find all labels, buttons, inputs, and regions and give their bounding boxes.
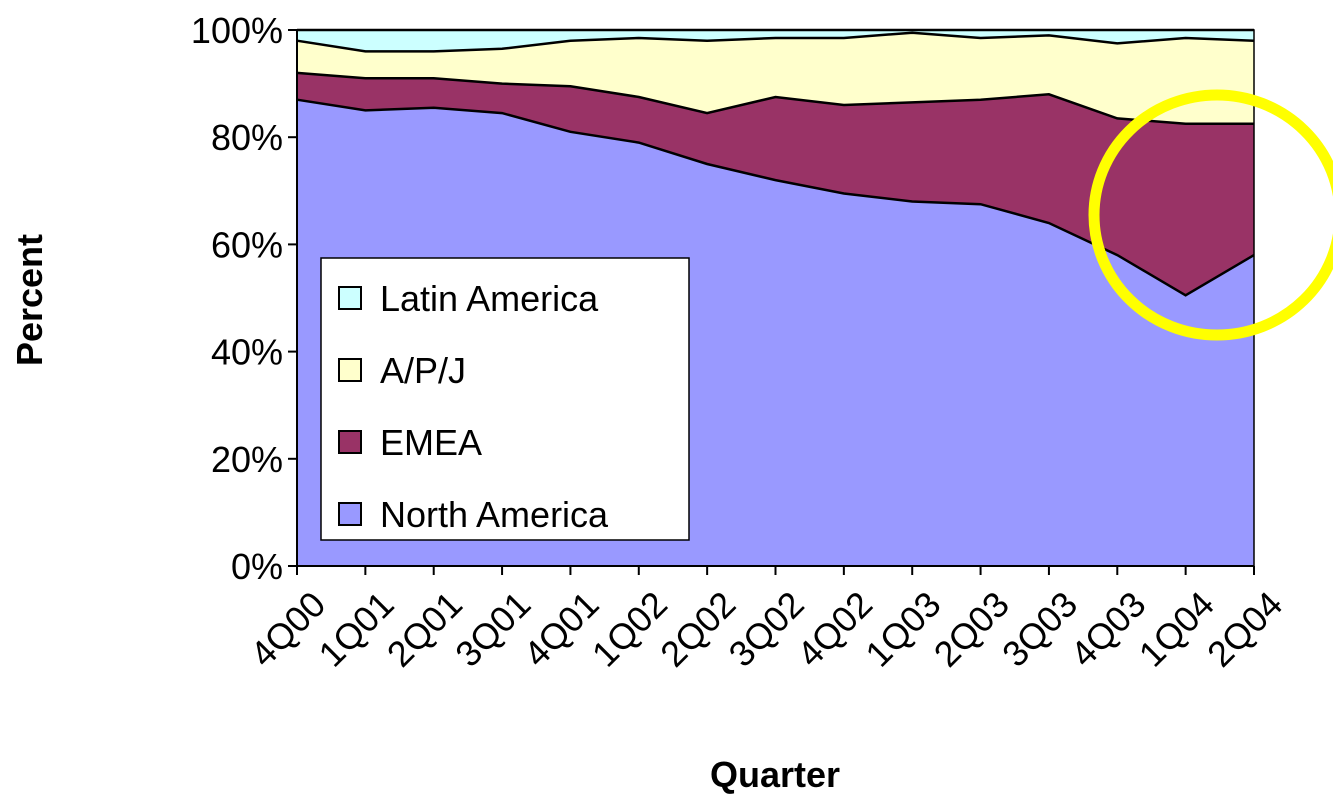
x-tick-label: 3Q02 xyxy=(721,583,812,674)
x-tick-label: 3Q03 xyxy=(994,583,1085,674)
legend-label-a-p-j: A/P/J xyxy=(380,350,466,391)
x-tick-label: 1Q01 xyxy=(310,583,401,674)
legend-label-emea: EMEA xyxy=(380,422,482,463)
x-tick-label: 2Q02 xyxy=(652,583,743,674)
x-axis: 4Q001Q012Q013Q014Q011Q022Q023Q024Q021Q03… xyxy=(242,566,1290,675)
legend-swatch-latin-america xyxy=(339,287,361,309)
legend-swatch-north-america xyxy=(339,503,361,525)
legend-swatch-emea xyxy=(339,431,361,453)
x-tick-label: 1Q02 xyxy=(584,583,675,674)
x-tick-label: 3Q01 xyxy=(447,583,538,674)
y-tick-label: 100% xyxy=(191,10,283,51)
legend: Latin America A/P/J EMEA North America xyxy=(321,258,689,540)
x-axis-title: Quarter xyxy=(710,754,840,795)
x-tick-label: 4Q00 xyxy=(242,583,333,674)
x-tick-label: 2Q04 xyxy=(1199,583,1290,674)
x-tick-label: 4Q03 xyxy=(1062,583,1153,674)
y-tick-label: 20% xyxy=(211,439,283,480)
x-tick-label: 2Q03 xyxy=(926,583,1017,674)
legend-label-north-america: North America xyxy=(380,494,609,535)
legend-swatch-a-p-j xyxy=(339,359,361,381)
x-tick-label: 4Q02 xyxy=(789,583,880,674)
y-tick-label: 60% xyxy=(211,224,283,265)
y-tick-label: 0% xyxy=(231,546,283,587)
x-tick-label: 2Q01 xyxy=(379,583,470,674)
x-tick-label: 4Q01 xyxy=(515,583,606,674)
y-tick-label: 40% xyxy=(211,332,283,373)
x-tick-label: 1Q04 xyxy=(1131,583,1222,674)
y-tick-label: 80% xyxy=(211,117,283,158)
y-axis-title: Percent xyxy=(9,234,50,366)
y-axis: 0% 20% 40% 60% 80% 100% xyxy=(191,10,297,587)
x-tick-label: 1Q03 xyxy=(857,583,948,674)
legend-label-latin-america: Latin America xyxy=(380,278,599,319)
